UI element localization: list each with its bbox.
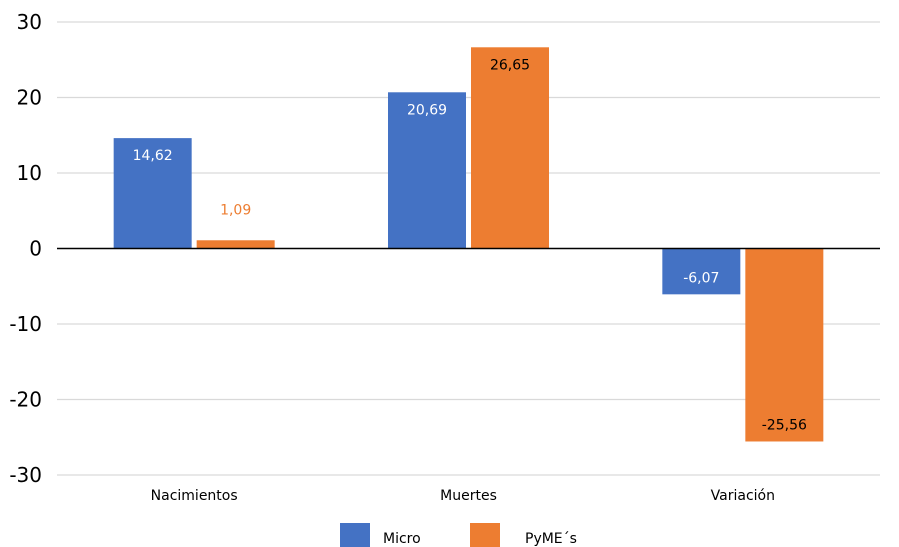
x-category-label: Variación [711,488,775,504]
y-axis-ticks: 30 20 10 0 -10 -20 -30 [9,10,42,487]
y-tick-label: -30 [9,463,42,487]
y-tick-label: -20 [9,388,42,412]
data-label: -6,07 [683,270,719,286]
data-label: 14,62 [133,148,173,164]
legend-label: PyME´s [525,531,577,547]
data-label: 1,09 [220,202,251,218]
x-category-label: Muertes [440,488,497,504]
x-axis-categories: Nacimientos Muertes Variación [151,488,775,504]
legend-swatch [470,523,500,547]
y-tick-label: -10 [9,312,42,336]
data-label: -25,56 [762,417,807,433]
data-label: 20,69 [407,102,447,118]
bar-micro-muertes [388,92,466,249]
bar-pyme-s-nacimientos [196,240,275,249]
bars [113,47,824,442]
legend-swatch [340,523,370,547]
gridlines [57,21,880,476]
y-tick-label: 30 [17,10,42,34]
bar-micro-nacimientos [113,138,192,249]
bar-micro-variación [662,248,741,295]
legend-label: Micro [383,531,421,547]
data-labels: 14,62 1,09 20,69 26,65 -6,07 -25,56 [133,57,807,433]
y-tick-label: 20 [17,86,42,110]
x-category-label: Nacimientos [151,488,238,504]
y-tick-label: 10 [17,161,42,185]
bar-pyme-s-variación [745,248,824,442]
bar-pyme-s-muertes [471,47,549,249]
data-label: 26,65 [490,57,530,73]
legend: Micro PyME´s [340,523,577,547]
y-tick-label: 0 [29,237,42,261]
